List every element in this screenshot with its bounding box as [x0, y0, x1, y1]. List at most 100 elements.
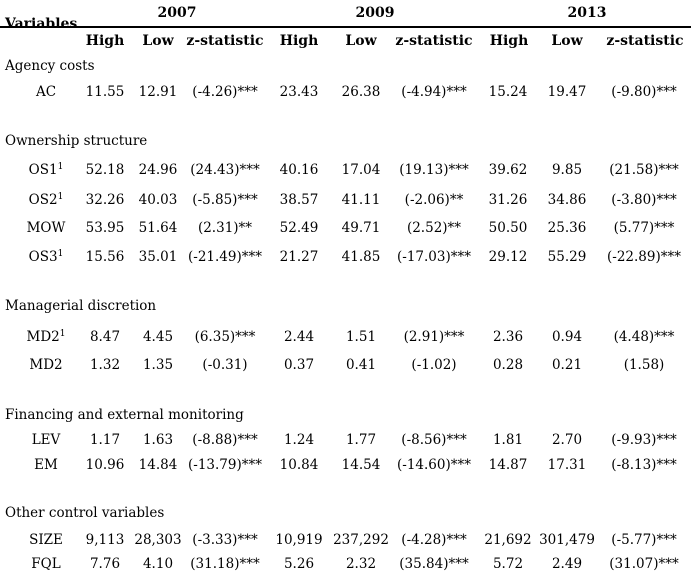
- cell-value: 40.03: [138, 192, 178, 208]
- variable-label: LEV: [32, 424, 61, 457]
- cell-value: 9.85: [551, 162, 583, 178]
- cell-value: (-9.80)***: [611, 84, 677, 100]
- variable-name: MD2: [26, 329, 60, 345]
- cell-value: 8.47: [89, 329, 121, 345]
- cell-value: (-3.80)***: [611, 192, 677, 208]
- cell-value: 5.72: [492, 556, 524, 572]
- cell-value: 55.29: [547, 249, 587, 265]
- cell-value: 53.95: [85, 220, 125, 236]
- variable-label: SIZE: [29, 524, 63, 557]
- table-row: MD2 1.32 1.35 (-0.31) 0.37 0.41 (-1.02) 0.28 0.2…: [0, 349, 691, 382]
- variables-header: Variables: [5, 16, 78, 32]
- variable-label: EM: [34, 449, 58, 482]
- variable-name: SIZE: [29, 532, 63, 548]
- table-row: OS11 52.18 24.96 (24.43)*** 40.16 17.04 (19.13…: [0, 154, 691, 187]
- cell-value: (35.84)***: [399, 556, 469, 572]
- cell-value: 51.64: [138, 220, 178, 236]
- cell-value: 29.12: [488, 249, 528, 265]
- cell-value: 17.04: [341, 162, 381, 178]
- variable-name: OS1: [28, 162, 58, 178]
- cell-value: 15.24: [488, 84, 528, 100]
- cell-value: 11.55: [85, 84, 125, 100]
- section-title: Ownership structure: [5, 133, 148, 149]
- cell-value: (24.43)***: [190, 162, 260, 178]
- variable-name: LEV: [31, 432, 61, 448]
- cell-value: (-4.94)***: [401, 84, 467, 100]
- cell-value: 4.10: [142, 556, 174, 572]
- cell-value: 1.63: [142, 432, 174, 448]
- cell-value: (-2.06)**: [404, 192, 464, 208]
- section-title: Financing and external monitoring: [5, 407, 244, 423]
- table-row: EM 10.96 14.84 (-13.79)*** 10.84 14.54 (-14.60…: [0, 449, 691, 482]
- table-header: Variables 2007 2009 2013 High Low z-stat…: [0, 0, 691, 56]
- cell-value: 1.35: [142, 357, 174, 373]
- cell-value: (-5.77)***: [611, 532, 677, 548]
- column-header-low: Low: [551, 33, 583, 49]
- column-header-high: High: [279, 33, 319, 49]
- cell-value: (-8.88)***: [192, 432, 258, 448]
- cell-value: (6.35)***: [194, 329, 256, 345]
- cell-value: 34.86: [547, 192, 587, 208]
- cell-value: 14.84: [138, 457, 178, 473]
- variable-label: OS31: [29, 241, 64, 274]
- cell-value: 15.56: [85, 249, 125, 265]
- cell-value: (2.52)**: [406, 220, 462, 236]
- cell-value: 39.62: [488, 162, 528, 178]
- cell-value: 17.31: [547, 457, 587, 473]
- table-row: AC 11.55 12.91 (-4.26)*** 23.43 26.38 (-4.94)*…: [0, 76, 691, 109]
- cell-value: 0.28: [492, 357, 524, 373]
- variable-name: MOW: [26, 220, 66, 236]
- cell-value: 14.54: [341, 457, 381, 473]
- cell-value: (21.58)***: [609, 162, 679, 178]
- cell-value: 5.26: [283, 556, 315, 572]
- cell-value: (-0.31): [202, 357, 248, 373]
- cell-value: 35.01: [138, 249, 178, 265]
- section-title: Managerial discretion: [5, 298, 157, 314]
- cell-value: 237,292: [333, 532, 389, 548]
- cell-value: 0.37: [283, 357, 315, 373]
- cell-value: (-4.26)***: [192, 84, 258, 100]
- column-header-zstatistic: z-statistic: [186, 33, 264, 49]
- cell-value: 52.18: [85, 162, 125, 178]
- cell-value: 32.26: [85, 192, 125, 208]
- cell-value: (-1.02): [411, 357, 457, 373]
- column-header-low: Low: [345, 33, 377, 49]
- cell-value: 41.85: [341, 249, 381, 265]
- table-row: FQL 7.76 4.10 (31.18)*** 5.26 2.32 (35.84)*** 5…: [0, 548, 691, 581]
- variable-superscript: 1: [57, 162, 64, 172]
- cell-value: 21,692: [484, 532, 532, 548]
- cell-value: 2.49: [551, 556, 583, 572]
- year-header-2009: 2009: [355, 5, 395, 21]
- cell-value: (-4.28)***: [401, 532, 467, 548]
- variable-name: EM: [34, 457, 58, 473]
- cell-value: 31.26: [488, 192, 528, 208]
- cell-value: 1.77: [345, 432, 377, 448]
- variable-name: OS3: [28, 249, 58, 265]
- column-header-high: High: [489, 33, 529, 49]
- variable-superscript: 1: [57, 192, 64, 202]
- cell-value: 28,303: [134, 532, 182, 548]
- year-header-2013: 2013: [567, 5, 607, 21]
- cell-value: 41.11: [341, 192, 381, 208]
- cell-value: (-8.13)***: [611, 457, 677, 473]
- cell-value: 14.87: [488, 457, 528, 473]
- cell-value: 2.32: [345, 556, 377, 572]
- table-row: OS31 15.56 35.01 (-21.49)*** 21.27 41.85 (-17.…: [0, 241, 691, 274]
- cell-value: 0.41: [345, 357, 377, 373]
- cell-value: (4.48)***: [613, 329, 675, 345]
- table-row: MOW 53.95 51.64 (2.31)** 52.49 49.71 (2.52)** 5…: [0, 212, 691, 245]
- cell-value: 2.44: [283, 329, 315, 345]
- section-title: Other control variables: [5, 505, 165, 521]
- table-row: OS21 32.26 40.03 (-5.85)*** 38.57 41.11 (-2.06…: [0, 184, 691, 217]
- cell-value: 9,113: [85, 532, 125, 548]
- variable-label: OS11: [29, 154, 64, 187]
- variable-superscript: 1: [59, 329, 66, 339]
- cell-value: 10.84: [279, 457, 319, 473]
- variable-label: AC: [36, 76, 56, 109]
- cell-value: (-9.93)***: [611, 432, 677, 448]
- variable-label: MOW: [27, 212, 66, 245]
- cell-value: 7.76: [89, 556, 121, 572]
- column-header-low: Low: [142, 33, 174, 49]
- column-header-high: High: [85, 33, 125, 49]
